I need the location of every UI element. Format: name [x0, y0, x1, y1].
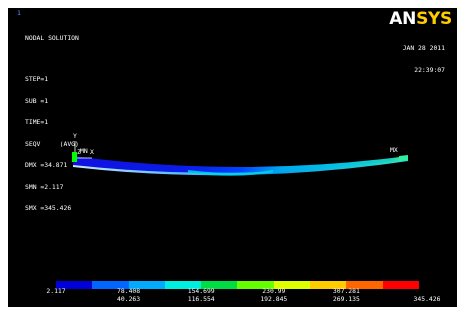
legend-segment [56, 281, 93, 289]
legend-segment [201, 281, 238, 289]
info-dmx: DMX =34.871 [25, 161, 68, 170]
legend-segment [310, 281, 347, 289]
legend-segment [92, 281, 129, 289]
axis-label-z: Z [77, 148, 81, 156]
beam-lower-edge [73, 159, 408, 176]
info-step: STEP=1 [25, 74, 49, 83]
contour-legend-bar [56, 281, 419, 289]
info-smx: SMX =345.426 [25, 204, 72, 213]
info-seqv: SEQV (AVG) [25, 139, 79, 148]
window-number: 1 [17, 9, 21, 17]
support-marker [72, 152, 77, 162]
legend-label-top: 154.699 [187, 287, 215, 295]
date-block: JAN 28 2011 22:39:07 [403, 31, 445, 89]
legend-label-top: 78.408 [117, 287, 141, 295]
graphics-viewport[interactable]: 1 NODAL SOLUTION STEP=1 SUB =1 TIME=1 SE… [8, 8, 457, 307]
info-sub: SUB =1 [25, 96, 49, 105]
legend-label-bottom: 116.554 [187, 295, 215, 303]
beam-end-cap [399, 155, 408, 161]
axis-label-x: X [90, 148, 94, 156]
legend-label-top: 230.99 [262, 287, 286, 295]
legend-segment [164, 281, 202, 289]
legend-segment [128, 281, 165, 289]
info-block: NODAL SOLUTION STEP=1 SUB =1 TIME=1 SEQV… [25, 21, 79, 227]
logo-sys: SYS [416, 9, 452, 29]
info-smn: SMN =2.117 [25, 182, 64, 191]
date-text: JAN 28 2011 [402, 44, 445, 53]
legend-segment [346, 281, 383, 289]
beam-stress-streak [188, 170, 273, 176]
legend-segment [382, 281, 419, 289]
axis-label-y: Y [73, 132, 77, 140]
logo-an: AN [389, 9, 417, 29]
beam-plot [72, 141, 408, 176]
legend-label-top: 307.281 [332, 287, 360, 295]
legend-label-bottom: 269.135 [332, 295, 360, 303]
time-text: 22:39:07 [414, 66, 445, 74]
legend-label-top: 2.117 [46, 287, 66, 295]
legend-segment [237, 281, 274, 289]
mn-marker: MN [80, 147, 88, 155]
info-title: NODAL SOLUTION [25, 34, 79, 43]
mx-marker: MX [390, 146, 398, 154]
info-time: TIME=1 [25, 118, 49, 127]
legend-segment [273, 281, 311, 289]
ansys-logo: ANSYS [389, 9, 452, 29]
legend-label-bottom: 345.426 [413, 295, 441, 303]
legend-label-bottom: 40.263 [117, 295, 141, 303]
legend-label-bottom: 192.845 [260, 295, 288, 303]
